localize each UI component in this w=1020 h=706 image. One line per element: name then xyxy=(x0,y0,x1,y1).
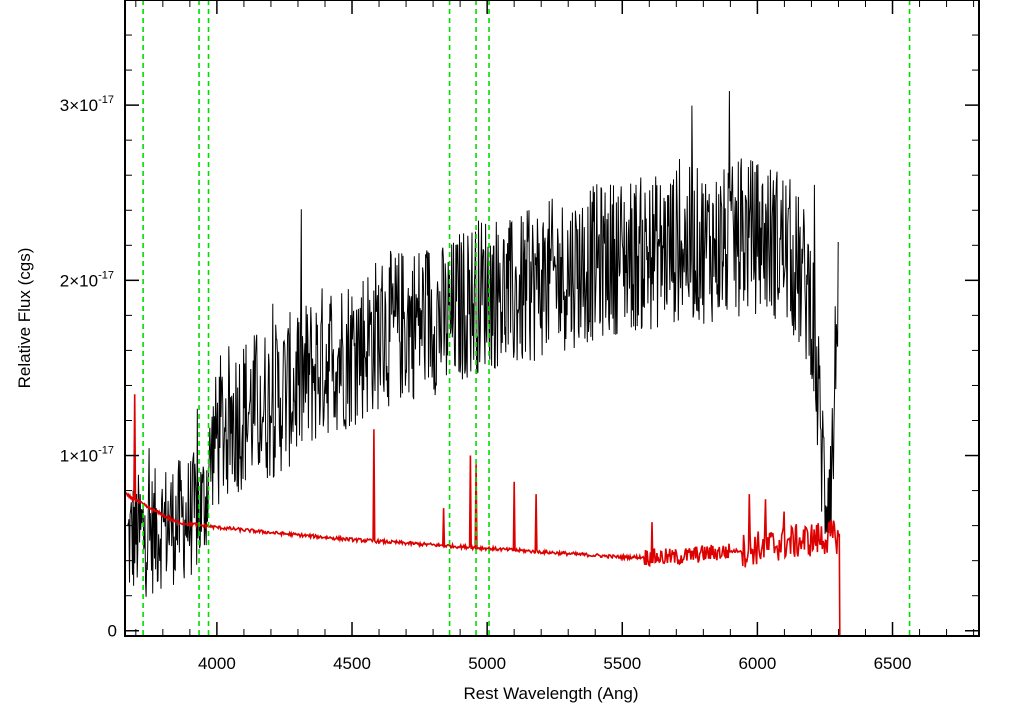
x-tick-label: 4500 xyxy=(333,654,371,673)
x-tick-label: 6000 xyxy=(738,654,776,673)
x-tick-label: 5500 xyxy=(603,654,641,673)
x-tick-label: 6500 xyxy=(874,654,912,673)
y-tick-label: 0 xyxy=(108,622,117,641)
y-tick-label: 3×10-17 xyxy=(60,94,114,115)
y-axis-label: Relative Flux (cgs) xyxy=(15,248,34,389)
model-spectrum-line xyxy=(125,394,979,636)
y-tick-label: 2×10-17 xyxy=(60,269,114,290)
x-tick-label: 4000 xyxy=(198,654,236,673)
x-axis-label: Rest Wavelength (Ang) xyxy=(463,684,638,703)
y-tick-label: 1×10-17 xyxy=(60,445,114,466)
x-tick-label: 5000 xyxy=(468,654,506,673)
plot-frame xyxy=(124,0,980,637)
observed-spectrum-line xyxy=(127,90,839,597)
